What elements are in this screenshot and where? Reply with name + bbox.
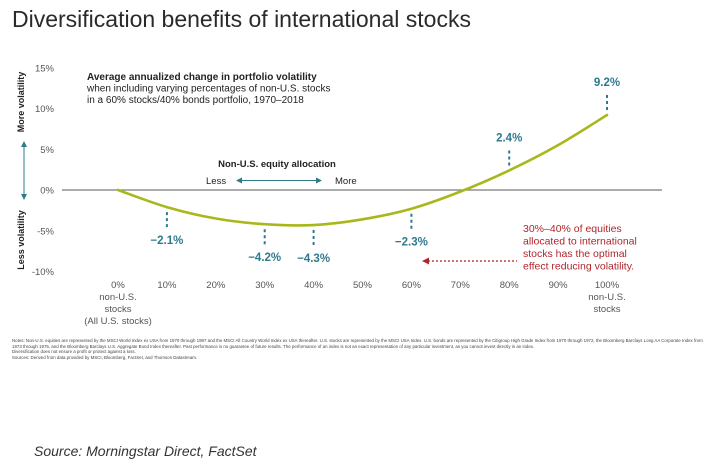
x-tick-label: 10%	[157, 280, 177, 291]
chart-title: Diversification benefits of internationa…	[12, 6, 471, 32]
source-caption: Source: Morningstar Direct, FactSet	[34, 443, 257, 459]
volatility-line-chart: 15% 10% 5% 0% -5% -10% More volatility Less vol…	[16, 63, 662, 327]
y-label-less: Less volatility	[16, 210, 26, 270]
arrow-up-icon	[21, 141, 27, 147]
data-label: 9.2%	[594, 77, 620, 89]
chart-notes: Notes: Non-U.S. equities are represented…	[12, 338, 705, 360]
data-label: −2.1%	[150, 235, 183, 247]
x-tick-label: 100%	[595, 280, 620, 291]
x-tick-label: 40%	[304, 280, 324, 291]
x-last-sublabel: stocks	[594, 304, 621, 315]
y-tick-label: -5%	[37, 226, 54, 237]
x-first-sublabel: non-U.S.	[99, 292, 137, 303]
chart-data-labels: −2.1% −4.2% −4.3% −2.3% 2.4% 9.2%	[150, 77, 620, 265]
notes-line: Notes: Non-U.S. equities are represented…	[12, 338, 703, 349]
y-tick-label: 5%	[40, 145, 54, 156]
data-label: −4.2%	[248, 252, 281, 264]
x-tick-label: 60%	[402, 280, 422, 291]
arrow-left-icon	[422, 257, 429, 265]
y-tick-label: 0%	[40, 186, 54, 197]
arrow-down-icon	[21, 194, 27, 200]
x-tick-label: 80%	[500, 280, 520, 291]
x-first-sublabel: stocks	[105, 304, 132, 315]
series-line	[116, 113, 609, 227]
optimal-annotation-line: 30%–40% of equities	[523, 223, 622, 235]
chart-subtitle-line: in a 60% stocks/40% bonds portfolio, 197…	[87, 95, 304, 106]
y-tick-label: -10%	[32, 267, 55, 278]
optimal-annotation-line: allocated to international	[523, 236, 637, 248]
arrow-left-icon	[236, 177, 242, 184]
arrow-right-icon	[316, 177, 322, 184]
data-label: 2.4%	[496, 132, 522, 144]
y-tick-label: 10%	[35, 104, 55, 115]
x-first-sublabel: (All U.S. stocks)	[84, 316, 152, 327]
x-tick-label: 90%	[549, 280, 569, 291]
x-tick-label: 70%	[451, 280, 471, 291]
x-tick-label: 20%	[206, 280, 226, 291]
allocation-title: Non-U.S. equity allocation	[218, 159, 336, 170]
chart-axes: 15% 10% 5% 0% -5% -10% More volatility Less vol…	[16, 63, 662, 327]
chart-subtitle-line: Average annualized change in portfolio v…	[87, 72, 317, 83]
x-tick-label: 30%	[255, 280, 275, 291]
notes-line: Diversification does not ensure a profit…	[12, 349, 136, 355]
y-tick-label: 15%	[35, 63, 55, 74]
chart-subtitle-line: when including varying percentages of no…	[86, 84, 330, 95]
data-label: −4.3%	[297, 253, 330, 265]
chart-series	[116, 113, 609, 227]
optimal-annotation-line: stocks has the optimal	[523, 248, 627, 260]
x-tick-label: 50%	[353, 280, 373, 291]
x-tick-label: 0%	[111, 280, 125, 291]
y-label-more: More volatility	[16, 72, 26, 133]
notes-line: Sources: Derived from data provided by M…	[12, 354, 198, 360]
optimal-annotation-line: effect reducing volatility.	[523, 261, 634, 273]
data-label: −2.3%	[395, 237, 428, 249]
chart-annotations: Average annualized change in portfolio v…	[86, 72, 637, 273]
allocation-less-label: Less	[206, 176, 226, 187]
allocation-more-label: More	[335, 176, 357, 187]
x-last-sublabel: non-U.S.	[588, 292, 626, 303]
